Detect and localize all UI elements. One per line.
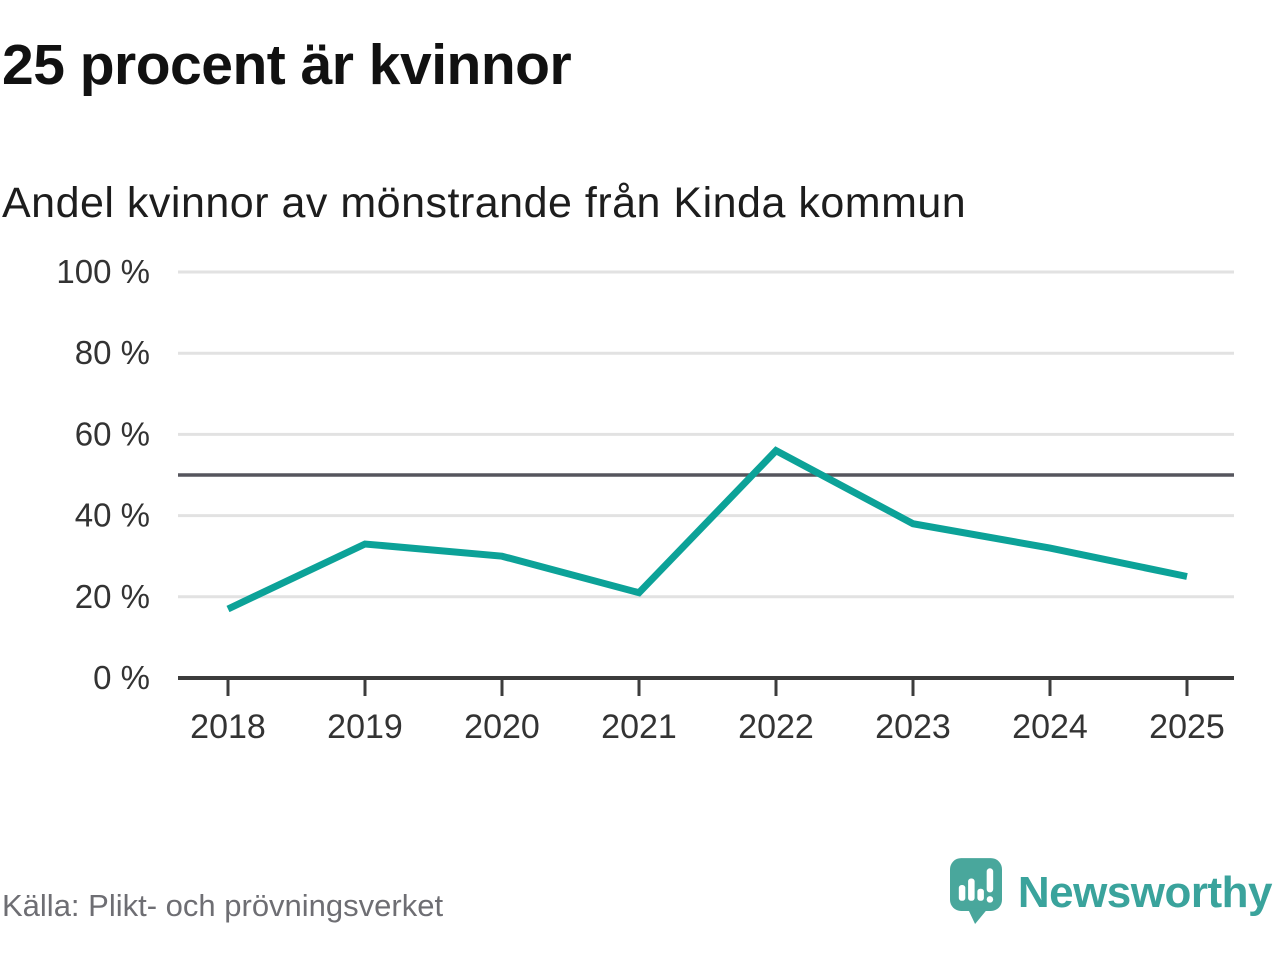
- y-tick-label: 20 %: [75, 578, 150, 615]
- data-line: [226, 446, 1188, 613]
- newsworthy-logo-text: Newsworthy: [1017, 867, 1273, 917]
- newsworthy-logo-icon: [949, 858, 1002, 924]
- logo-bar-1: [958, 885, 966, 901]
- x-tick-label: 2018: [190, 708, 266, 746]
- logo-bubble-shape: [949, 858, 1002, 911]
- x-tick-label: 2019: [327, 708, 403, 746]
- logo-bar-3: [977, 888, 984, 901]
- y-tick-label: 60 %: [75, 415, 150, 452]
- chart-title: 25 procent är kvinnor: [2, 33, 572, 97]
- source-note: Källa: Plikt- och prövningsverket: [2, 888, 444, 923]
- x-tick-label: 2023: [875, 708, 951, 746]
- x-tick-label: 2025: [1149, 708, 1225, 746]
- newsworthy-logo: Newsworthy: [949, 858, 1273, 925]
- y-tick-label: 0 %: [93, 659, 150, 696]
- logo-bar-2: [967, 878, 975, 901]
- x-tick-label: 2021: [601, 708, 677, 746]
- line-chart: 0 % 20 % 40 % 60 % 80 % 100 % 2018 2019 2020 2021…: [56, 253, 1234, 746]
- logo-exclamation-bar: [986, 868, 994, 893]
- logo-exclamation-dot: [986, 896, 994, 903]
- x-tick-label: 2020: [464, 708, 540, 746]
- y-tick-label: 100 %: [56, 253, 150, 290]
- chart-subtitle: Andel kvinnor av mönstrande från Kinda k…: [2, 179, 967, 227]
- y-tick-label: 80 %: [75, 334, 150, 371]
- x-tick-label: 2022: [738, 708, 814, 746]
- y-tick-label: 40 %: [75, 497, 150, 534]
- logo-bubble-tail: [967, 908, 988, 924]
- x-tick-label: 2024: [1012, 708, 1088, 746]
